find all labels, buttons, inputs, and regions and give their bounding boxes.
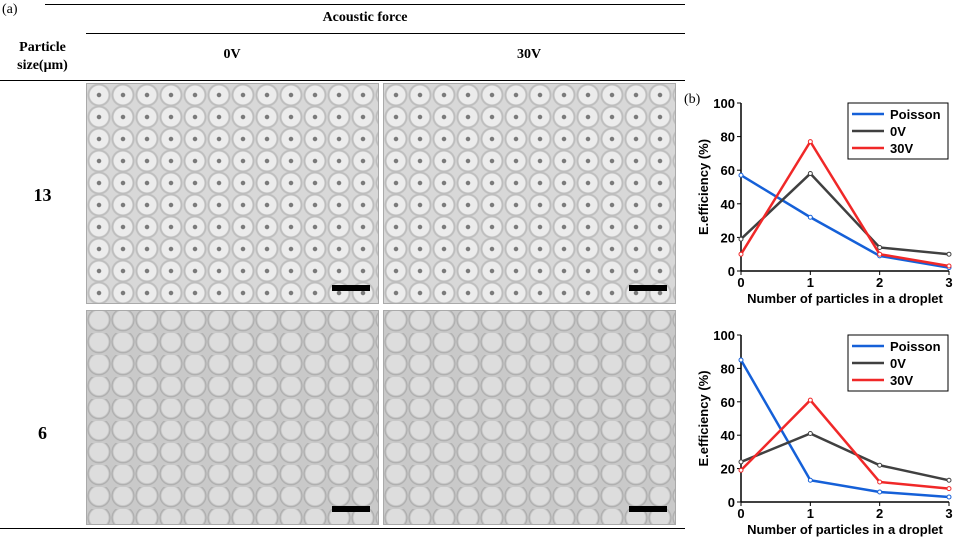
x-tick-label: 0 (737, 275, 744, 290)
data-point-poisson (946, 494, 952, 500)
y-tick-label: 100 (713, 96, 735, 111)
y-tick-label: 20 (721, 462, 735, 477)
data-point-0v (738, 459, 744, 465)
acoustic-force-header: Acoustic force (322, 10, 408, 25)
series-line-poisson (740, 174, 950, 269)
x-tick-label: 2 (876, 275, 883, 290)
data-point-poisson (877, 489, 883, 495)
x-tick-label: 3 (945, 275, 952, 290)
series-line-30v (739, 139, 950, 268)
table-top-rule (45, 4, 685, 5)
data-point-poisson (738, 357, 744, 363)
data-point-0v (738, 236, 744, 242)
scale-bar (629, 285, 667, 291)
legend-label: Poisson (890, 339, 941, 354)
y-tick-label: 40 (721, 428, 735, 443)
series-line-0v (740, 432, 950, 482)
data-point-0v (946, 251, 952, 257)
y-tick-label: 60 (721, 395, 735, 410)
legend-label: 0V (890, 124, 906, 139)
column-0v: 0V (223, 47, 241, 62)
x-tick-label: 3 (945, 506, 952, 521)
data-point-30v (738, 251, 744, 257)
legend-label: 30V (890, 141, 913, 156)
x-axis-title: Number of particles in a droplet (747, 522, 943, 537)
header-rule (86, 33, 685, 34)
y-tick-label: 0 (728, 495, 735, 510)
data-point-0v (877, 462, 883, 468)
y-tick-label: 20 (721, 230, 735, 245)
legend-label: Poisson (890, 107, 941, 122)
row-header-line1: Particle (19, 40, 66, 55)
data-point-30v (807, 139, 813, 145)
data-point-0v (877, 244, 883, 250)
data-point-0v (807, 171, 813, 177)
y-tick-label: 40 (721, 197, 735, 212)
micrograph-6um-30v (383, 310, 676, 525)
data-point-0v (946, 477, 952, 483)
scale-bar (332, 285, 370, 291)
y-tick-label: 80 (721, 130, 735, 145)
micrograph-13um-30v (383, 83, 676, 304)
data-point-poisson (807, 214, 813, 220)
legend-box (847, 102, 949, 160)
data-point-30v (738, 467, 744, 473)
series-line-30v (740, 398, 950, 490)
panel-a-label: (a) (2, 2, 18, 17)
data-point-30v (807, 397, 813, 403)
x-tick-label: 0 (737, 506, 744, 521)
micrograph-13um-0v (86, 83, 379, 304)
row-label-6: 6 (38, 423, 47, 443)
x-tick-label: 1 (807, 275, 814, 290)
series-line-poisson (739, 359, 950, 499)
data-point-0v (807, 431, 813, 437)
y-tick-label: 100 (713, 328, 735, 343)
x-axis-title: Number of particles in a droplet (747, 291, 943, 306)
y-tick-label: 80 (721, 361, 735, 376)
y-axis-title: E.efficiency (%) (696, 139, 711, 235)
x-tick-label: 2 (876, 506, 883, 521)
scale-bar (332, 506, 370, 512)
legend-label: 0V (890, 356, 906, 371)
series-line-0v (740, 171, 950, 256)
data-point-poisson (738, 172, 744, 178)
y-tick-label: 60 (721, 163, 735, 178)
scale-bar (629, 506, 667, 512)
table-bottom-rule (0, 528, 685, 529)
row-label-13: 13 (33, 185, 52, 205)
data-point-30v (877, 479, 883, 485)
x-tick-label: 1 (807, 506, 814, 521)
micrograph-6um-0v (86, 310, 379, 525)
y-axis-title: E.efficiency (%) (696, 370, 711, 466)
data-point-30v (946, 263, 952, 269)
column-30v: 30V (516, 47, 542, 62)
data-point-30v (946, 486, 952, 492)
header-bottom-rule (0, 80, 685, 81)
legend-label: 30V (890, 373, 913, 388)
y-tick-label: 0 (728, 264, 735, 279)
data-point-30v (877, 251, 883, 257)
data-point-poisson (807, 477, 813, 483)
row-header-line2: size(μm) (17, 58, 68, 73)
panel-b-label: (b) (684, 92, 701, 107)
